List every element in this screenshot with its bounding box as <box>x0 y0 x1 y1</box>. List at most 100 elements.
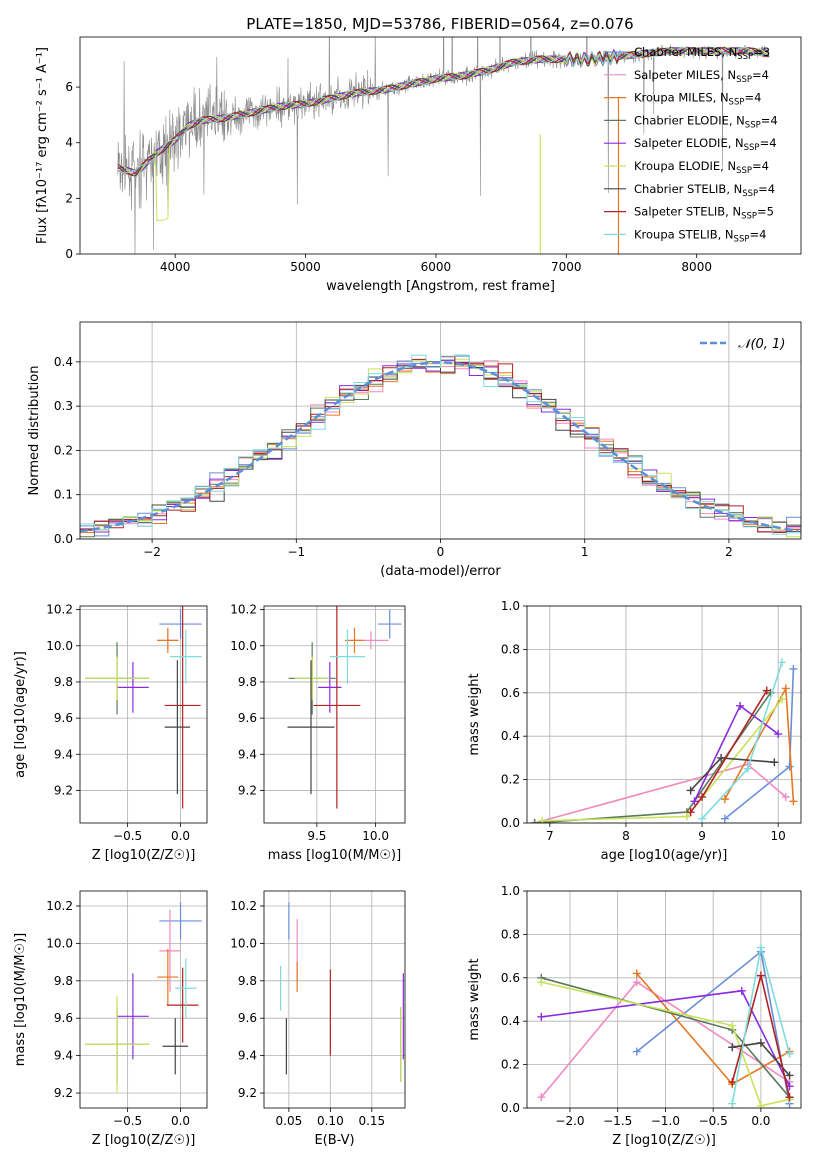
x-tick-label: 0 <box>437 545 445 559</box>
legend-text: =4 <box>752 159 769 173</box>
legend-label: Chabrier MILES, NSSP=3 <box>634 45 770 62</box>
y-axis-label: Normed distribution <box>27 366 42 496</box>
point-marker <box>756 1038 765 1047</box>
y-tick-label: 9.2 <box>238 1086 257 1100</box>
y-tick-label: 10.0 <box>230 639 257 653</box>
x-tick-label: 0.05 <box>276 1114 303 1128</box>
massweight_vs_age-plot-area <box>530 658 798 823</box>
massweight_vs_Z-plot-area <box>537 943 794 1108</box>
y-tick-label: 0.3 <box>54 399 73 413</box>
y-tick-label: 9.2 <box>238 783 257 797</box>
y-tick-label: 9.4 <box>238 1049 257 1063</box>
x-tick-label: −2 <box>143 545 161 559</box>
point-marker <box>743 764 752 773</box>
legend-subscript: SSP <box>737 52 753 62</box>
point-marker <box>736 701 745 710</box>
axes-frame <box>526 605 802 824</box>
age_vs_Z-plot-area <box>85 606 202 809</box>
legend-text: =4 <box>761 113 778 127</box>
y-tick-label: 0.8 <box>501 927 520 941</box>
point-marker <box>762 686 771 695</box>
y-axis-label: Flux [fλ10⁻¹⁷ erg cm⁻² s⁻¹ A⁻¹] <box>35 47 50 244</box>
point-marker <box>785 1093 794 1102</box>
age_vs_Z-panel: −0.5 0.0 9.2 9.4 9.6 9.8 10.0 10.2 Z [log10(Z/Z☉… <box>13 603 208 863</box>
point-marker <box>537 978 546 987</box>
point-marker <box>690 797 699 806</box>
point-marker <box>728 1021 737 1030</box>
legend-text: Kroupa MILES, N <box>634 91 729 105</box>
mass_vs_Z-plot-area <box>85 902 202 1094</box>
point-marker <box>728 1099 737 1108</box>
mass_vs_ebv-panel: 0.05 0.10 0.15 9.2 9.4 9.6 9.8 10.0 10.2 E(B-V) <box>230 890 406 1148</box>
legend-text: Chabrier MILES, N <box>634 45 737 59</box>
y-tick-label: 0.0 <box>501 816 520 830</box>
y-tick-label: 10.0 <box>46 936 73 950</box>
y-tick-label: 10.0 <box>230 936 257 950</box>
x-tick-label: 10.0 <box>362 829 389 843</box>
x-tick-label: 0.0 <box>751 1114 770 1128</box>
y-tick-label: 0 <box>65 247 73 261</box>
x-tick-label: −0.5 <box>113 829 142 843</box>
legend-subscript: SSP <box>729 98 745 108</box>
x-tick-label: 8 <box>622 829 630 843</box>
y-tick-label: 0.0 <box>54 532 73 546</box>
legend-subscript: SSP <box>745 120 761 130</box>
point-marker <box>737 986 746 995</box>
y-tick-label: 10.2 <box>46 603 73 617</box>
mass_vs_ebv-plot-area <box>279 902 404 1082</box>
legend-subscript: SSP <box>742 189 758 199</box>
axes-frame <box>263 605 406 824</box>
x-tick-label: −0.5 <box>699 1114 728 1128</box>
age_vs_mass-panel: 9.5 10.0 9.2 9.4 9.6 9.8 10.0 10.2 mass [log10(M… <box>230 603 406 863</box>
point-marker <box>537 1093 546 1102</box>
y-tick-label: 0.4 <box>501 1014 520 1028</box>
y-tick-label: 0.0 <box>501 1101 520 1115</box>
legend-text: Salpeter ELODIE, N <box>634 136 744 150</box>
legend-label: Salpeter STELIB, NSSP=5 <box>634 205 774 222</box>
mass-weight-line <box>701 662 783 820</box>
point-marker <box>632 1047 641 1056</box>
point-marker <box>785 1049 794 1058</box>
x-tick-label: 0.0 <box>171 829 190 843</box>
y-tick-label: 4 <box>65 136 73 150</box>
x-tick-label: 7 <box>546 829 554 843</box>
legend-text: Kroupa STELIB, N <box>634 227 734 241</box>
y-tick-label: 2 <box>65 191 73 205</box>
legend-text: =3 <box>753 45 770 59</box>
model-line-8 <box>117 47 769 174</box>
point-marker <box>530 819 539 823</box>
legend-text: =4 <box>752 68 769 82</box>
axes-frame <box>79 890 208 1109</box>
point-marker <box>720 795 729 804</box>
point-marker <box>728 1077 737 1086</box>
legend-label: Chabrier ELODIE, NSSP=4 <box>634 113 778 130</box>
y-tick-label: 0.2 <box>54 443 73 457</box>
legend-label: Kroupa ELODIE, NSSP=4 <box>634 159 769 176</box>
y-tick-label: 9.6 <box>54 1011 73 1025</box>
y-tick-label: 9.6 <box>238 711 257 725</box>
x-tick-label: 0.15 <box>358 1114 385 1128</box>
x-axis-label: wavelength [Angstrom, rest frame] <box>326 279 555 294</box>
legend-text: =4 <box>749 227 766 241</box>
y-tick-label: 9.6 <box>54 711 73 725</box>
y-tick-label: 9.2 <box>54 1086 73 1100</box>
point-marker <box>785 762 794 771</box>
residuals-plot-area <box>80 354 801 538</box>
x-tick-label: −1.5 <box>603 1114 632 1128</box>
x-axis-label: Z [log10(Z/Z☉)] <box>612 1133 716 1148</box>
x-tick-label: −2.0 <box>555 1114 584 1128</box>
point-marker <box>686 786 695 795</box>
mass_vs_Z-panel: −0.5 0.0 9.2 9.4 9.6 9.8 10.0 10.2 Z [log10(Z/Z☉… <box>13 890 208 1148</box>
y-tick-label: 9.4 <box>54 747 73 761</box>
histogram-step-8 <box>80 354 801 537</box>
x-tick-label: 7000 <box>551 260 582 274</box>
y-tick-label: 0.6 <box>501 971 520 985</box>
point-marker <box>777 658 786 667</box>
legend-label: 𝒩(0, 1) <box>738 337 785 352</box>
y-tick-label: 9.4 <box>54 1049 73 1063</box>
x-tick-label: 10 <box>771 829 786 843</box>
mass-weight-line <box>541 981 790 1107</box>
y-tick-label: 9.6 <box>238 1011 257 1025</box>
point-marker <box>682 812 691 821</box>
